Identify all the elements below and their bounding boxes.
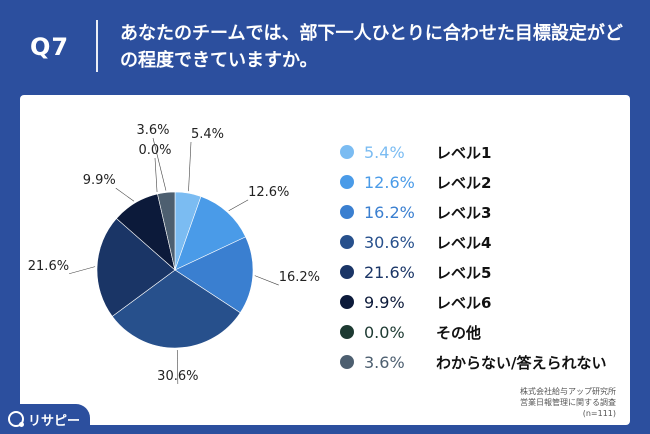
legend-value-3: 16.2%	[364, 202, 415, 222]
chart-legend: 5.4% レベル1 12.6% レベル2 16.2% レベル3 30.6% レベル4 21.6%…	[340, 137, 606, 377]
legend-item-5: 21.6% レベル5	[340, 257, 606, 287]
legend-label-4: レベル4	[436, 233, 492, 252]
leader-line-1	[188, 141, 192, 192]
leader-line-6	[115, 187, 135, 202]
legend-value-2: 12.6%	[364, 172, 415, 192]
leader-line-4	[176, 349, 179, 384]
question-number: Q7	[30, 33, 70, 61]
legend-label-7: その他	[436, 323, 482, 342]
pie-value-label-8: 3.6%	[136, 123, 169, 138]
pie-value-label-4: 30.6%	[157, 369, 198, 384]
legend-item-8: 3.6% わからない/答えられない	[340, 347, 606, 377]
legend-item-2: 12.6% レベル2	[340, 167, 606, 197]
footer-company: 株式会社給与アップ研究所	[520, 387, 616, 396]
leader-line-8	[152, 137, 167, 191]
pie-chart: 5.4% 12.6% 16.2% 30.6% 21.6% 9.9% 0.0% 3.6%	[28, 123, 320, 384]
legend-value-6: 9.9%	[364, 292, 405, 312]
logo-text: リサピー	[28, 413, 81, 429]
footer-note: 株式会社給与アップ研究所 営業日報管理に関する調査 (n=111)	[520, 386, 616, 419]
pie-slice-3	[174, 236, 254, 314]
pie-value-label-5: 21.6%	[28, 259, 69, 274]
legend-swatch-2	[340, 175, 354, 189]
pie-value-label-6: 9.9%	[83, 173, 116, 188]
legend-value-7: 0.0%	[364, 322, 405, 342]
risapi-logo-icon	[8, 411, 24, 427]
legend-label-5: レベル5	[436, 263, 492, 282]
pie-slice-2	[174, 196, 247, 271]
legend-item-3: 16.2% レベル3	[340, 197, 606, 227]
legend-label-8: わからない/答えられない	[436, 353, 607, 372]
pie-slice-8	[157, 191, 176, 271]
legend-label-6: レベル6	[436, 293, 492, 312]
pie-slice-4	[111, 269, 241, 349]
pie-value-label-1: 5.4%	[191, 127, 224, 142]
header: Q7 あなたのチームでは、部下一人ひとりに合わせた目標設定がどの程度できています…	[0, 0, 650, 90]
legend-swatch-4	[340, 235, 354, 249]
legend-swatch-3	[340, 205, 354, 219]
legend-item-1: 5.4% レベル1	[340, 137, 606, 167]
header-divider	[96, 20, 98, 72]
legend-swatch-5	[340, 265, 354, 279]
legend-item-6: 9.9% レベル6	[340, 287, 606, 317]
footer-survey: 営業日報管理に関する調査	[520, 398, 616, 407]
legend-value-5: 21.6%	[364, 262, 415, 282]
leader-line-5	[69, 266, 96, 275]
legend-label-1: レベル1	[436, 143, 492, 162]
legend-label-2: レベル2	[436, 173, 492, 192]
legend-swatch-8	[340, 355, 354, 369]
footer-sample-size: (n=111)	[582, 409, 616, 418]
pie-slice-5	[96, 218, 176, 317]
legend-swatch-7	[340, 325, 354, 339]
leader-line-2	[228, 199, 249, 211]
leader-line-3	[254, 275, 279, 286]
leader-line-7	[154, 157, 158, 193]
question-title: あなたのチームでは、部下一人ひとりに合わせた目標設定がどの程度できていますか。	[120, 23, 623, 71]
legend-swatch-6	[340, 295, 354, 309]
pie-value-label-2: 12.6%	[248, 185, 289, 200]
pie-value-label-3: 16.2%	[279, 270, 320, 285]
legend-value-1: 5.4%	[364, 142, 405, 162]
pie-value-label-7: 0.0%	[138, 143, 171, 158]
legend-value-4: 30.6%	[364, 232, 415, 252]
legend-item-4: 30.6% レベル4	[340, 227, 606, 257]
legend-value-8: 3.6%	[364, 352, 405, 372]
brand-logo: リサピー	[0, 404, 90, 434]
legend-label-3: レベル3	[436, 203, 492, 222]
legend-item-7: 0.0% その他	[340, 317, 606, 347]
chart-card: 5.4% 12.6% 16.2% 30.6% 21.6% 9.9% 0.0% 3.6% 5.4…	[20, 95, 630, 425]
legend-swatch-1	[340, 145, 354, 159]
